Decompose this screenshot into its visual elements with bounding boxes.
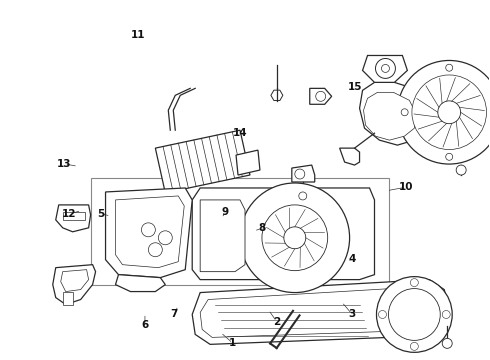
Polygon shape: [340, 148, 360, 165]
Circle shape: [382, 64, 390, 72]
Circle shape: [295, 169, 305, 179]
Circle shape: [410, 279, 418, 287]
Text: 11: 11: [130, 30, 145, 40]
Text: 10: 10: [399, 182, 414, 192]
Circle shape: [401, 109, 408, 116]
Circle shape: [446, 153, 453, 160]
Circle shape: [142, 223, 155, 237]
Text: 7: 7: [171, 310, 178, 319]
Polygon shape: [192, 280, 449, 345]
Circle shape: [284, 227, 306, 249]
Polygon shape: [292, 165, 315, 182]
Text: 15: 15: [347, 82, 362, 92]
Polygon shape: [364, 92, 416, 140]
Circle shape: [438, 101, 461, 123]
Text: 4: 4: [349, 254, 356, 264]
Circle shape: [375, 58, 395, 78]
Circle shape: [410, 342, 418, 350]
Polygon shape: [105, 188, 192, 278]
Circle shape: [378, 310, 387, 319]
Polygon shape: [200, 200, 245, 272]
Polygon shape: [360, 82, 429, 145]
Polygon shape: [63, 292, 73, 305]
Polygon shape: [53, 265, 96, 305]
Circle shape: [389, 289, 440, 340]
Polygon shape: [116, 275, 165, 292]
Circle shape: [412, 75, 487, 149]
Text: 14: 14: [233, 129, 247, 138]
Circle shape: [397, 60, 490, 164]
Polygon shape: [155, 130, 250, 193]
Polygon shape: [116, 196, 184, 268]
Polygon shape: [63, 212, 85, 220]
Circle shape: [316, 91, 326, 101]
Circle shape: [148, 243, 162, 257]
Polygon shape: [200, 287, 439, 337]
Circle shape: [446, 64, 453, 71]
Text: 2: 2: [273, 317, 280, 327]
Text: 8: 8: [258, 224, 266, 233]
Circle shape: [442, 338, 452, 348]
Text: 5: 5: [98, 209, 105, 219]
Polygon shape: [310, 88, 332, 104]
Circle shape: [299, 192, 307, 200]
Text: 9: 9: [222, 207, 229, 217]
Circle shape: [262, 205, 328, 271]
Circle shape: [240, 183, 349, 293]
Polygon shape: [56, 205, 91, 232]
Circle shape: [376, 276, 452, 352]
Text: 1: 1: [229, 338, 236, 348]
Polygon shape: [363, 55, 407, 82]
Polygon shape: [271, 90, 283, 100]
Text: 12: 12: [62, 209, 76, 219]
Text: 13: 13: [57, 159, 72, 169]
Polygon shape: [192, 188, 374, 280]
Circle shape: [158, 231, 172, 245]
Polygon shape: [236, 150, 260, 175]
Circle shape: [456, 165, 466, 175]
Text: 3: 3: [349, 310, 356, 319]
Polygon shape: [61, 270, 89, 292]
Bar: [91, 178, 390, 285]
Text: 6: 6: [141, 320, 148, 330]
Circle shape: [442, 310, 450, 319]
